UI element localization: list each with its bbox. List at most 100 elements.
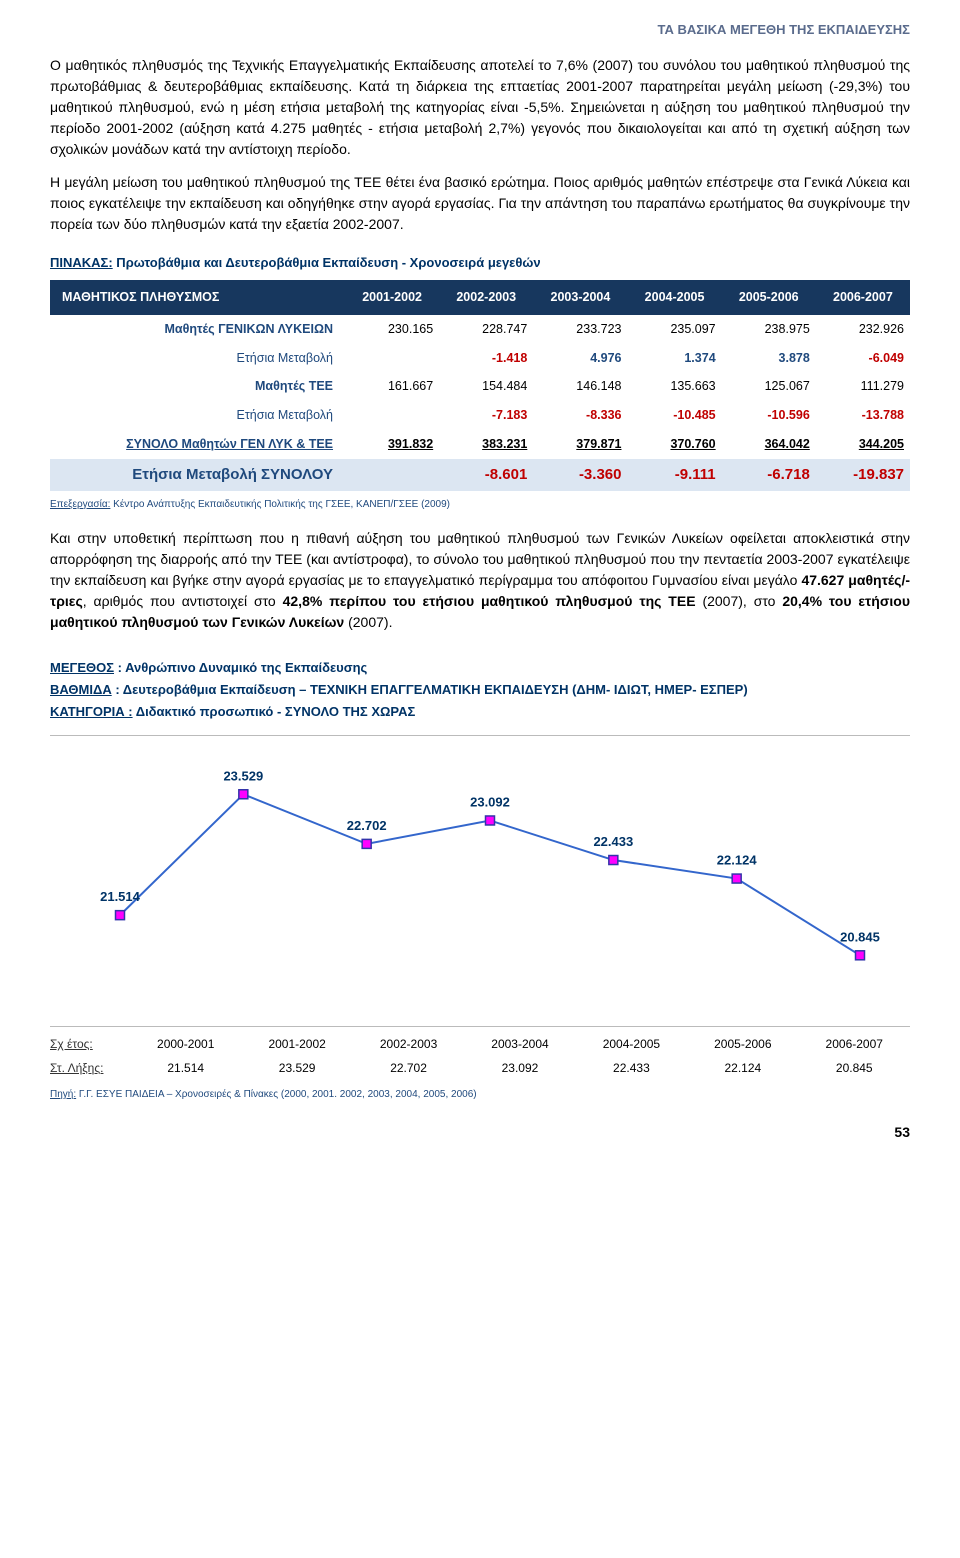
axis-cell: 2000-2001 — [130, 1035, 241, 1053]
value-cell: 21.514 — [130, 1059, 241, 1077]
cell: 3.878 — [722, 344, 816, 373]
p3-d: 42,8% περίπου του ετήσιου μαθητικού πληθ… — [283, 593, 696, 609]
p3-c: , αριθμός που αντιστοιχεί στο — [83, 593, 283, 609]
value-cell: 23.529 — [241, 1059, 352, 1077]
chart-data-label: 22.702 — [347, 818, 387, 833]
val-row-label: Στ. Λήξης: — [50, 1059, 130, 1077]
cell: 111.279 — [816, 372, 910, 401]
table-row: Μαθητές ΤΕΕ161.667154.484146.148135.6631… — [50, 372, 910, 401]
meta-val-2: Δευτεροβάθμια Εκπαίδευση – ΤΕΧΝΙΚΗ ΕΠΑΓΓ… — [123, 682, 748, 697]
table-caption: ΠΙΝΑΚΑΣ: Πρωτοβάθμια και Δευτεροβάθμια Ε… — [50, 253, 910, 273]
cell — [345, 459, 439, 492]
line-chart-svg: 21.51423.52922.70223.09222.43322.12420.8… — [70, 746, 890, 1016]
section-meta: ΜΕΓΕΘΟΣ : Ανθρώπινο Δυναμικό της Εκπαίδε… — [50, 657, 910, 723]
table-caption-label: ΠΙΝΑΚΑΣ: — [50, 255, 113, 270]
cell: 235.097 — [627, 315, 721, 344]
table-header-row: ΜΑΘΗΤΙΚΟΣ ΠΛΗΘΥΣΜΟΣ 2001-2002 2002-2003 … — [50, 280, 910, 315]
footnote2-label: Πηγή: — [50, 1089, 76, 1100]
table-row: Ετήσια Μεταβολή-1.4184.9761.3743.878-6.0… — [50, 344, 910, 373]
chart-data-label: 22.124 — [717, 853, 758, 868]
cell: -13.788 — [816, 401, 910, 430]
cell: -8.601 — [439, 459, 533, 492]
table-header-year: 2001-2002 — [345, 280, 439, 315]
meta-sep-2: : — [112, 682, 123, 697]
axis-cell: 2001-2002 — [241, 1035, 352, 1053]
paragraph-3: Και στην υποθετική περίπτωση που η πιθαν… — [50, 528, 910, 633]
table-row: Ετήσια Μεταβολή-7.183-8.336-10.485-10.59… — [50, 401, 910, 430]
cell: -9.111 — [627, 459, 721, 492]
cell: -3.360 — [533, 459, 627, 492]
table-sum-row: Ετήσια Μεταβολή ΣΥΝΟΛΟΥ -8.601-3.360-9.11… — [50, 459, 910, 492]
chart-marker — [732, 874, 741, 883]
page-header: ΤΑ ΒΑΣΙΚΑ ΜΕΓΕΘΗ ΤΗΣ ΕΚΠΑΙΔΕΥΣΗΣ — [50, 20, 910, 40]
chart-marker — [239, 790, 248, 799]
table-header-year: 2006-2007 — [816, 280, 910, 315]
cell: 230.165 — [345, 315, 439, 344]
cell: 125.067 — [722, 372, 816, 401]
row-label: ΣΥΝΟΛΟ Μαθητών ΓΕΝ ΛΥΚ & ΤΕΕ — [50, 430, 345, 459]
meta-val-3: Διδακτικό προσωπικό - ΣΥΝΟΛΟ ΤΗΣ ΧΩΡΑΣ — [136, 704, 416, 719]
p3-a: Και στην υποθετική περίπτωση που η πιθαν… — [50, 530, 910, 588]
chart-data-label: 20.845 — [840, 930, 880, 945]
cell: 135.663 — [627, 372, 721, 401]
table-footnote: Επεξεργασία: Κέντρο Ανάπτυξης Εκπαιδευτι… — [50, 497, 910, 512]
axis-cell: 2003-2004 — [464, 1035, 575, 1053]
cell: 146.148 — [533, 372, 627, 401]
chart-value-row: Στ. Λήξης: 21.51423.52922.70223.09222.43… — [50, 1059, 910, 1077]
meta-val-1: Ανθρώπινο Δυναμικό της Εκπαίδευσης — [125, 660, 367, 675]
table-row: ΣΥΝΟΛΟ Μαθητών ΓΕΝ ΛΥΚ & ΤΕΕ391.832383.2… — [50, 430, 910, 459]
footnote2-text: Γ.Γ. ΕΣΥΕ ΠΑΙΔΕΙΑ – Χρονοσειρές & Πίνακε… — [76, 1089, 476, 1100]
chart-data-label: 22.433 — [593, 834, 633, 849]
chart-marker — [362, 840, 371, 849]
chart-marker — [609, 856, 618, 865]
cell: -8.336 — [533, 401, 627, 430]
cell: 233.723 — [533, 315, 627, 344]
cell: 383.231 — [439, 430, 533, 459]
cell: -6.049 — [816, 344, 910, 373]
paragraph-1: Ο μαθητικός πληθυσμός της Τεχνικής Επαγγ… — [50, 55, 910, 160]
axis-row-label: Σχ έτος: — [50, 1035, 130, 1053]
cell: -19.837 — [816, 459, 910, 492]
row-label: Ετήσια Μεταβολή — [50, 401, 345, 430]
value-cell: 23.092 — [464, 1059, 575, 1077]
row-label: Ετήσια Μεταβολή ΣΥΝΟΛΟΥ — [50, 459, 345, 492]
chart-marker — [116, 911, 125, 920]
table-header-year: 2004-2005 — [627, 280, 721, 315]
table-header-year: 2003-2004 — [533, 280, 627, 315]
student-population-table: ΜΑΘΗΤΙΚΟΣ ΠΛΗΘΥΣΜΟΣ 2001-2002 2002-2003 … — [50, 280, 910, 491]
cell: -7.183 — [439, 401, 533, 430]
meta-sep-1: : — [114, 660, 125, 675]
page-number: 53 — [50, 1122, 910, 1143]
meta-label-2: ΒΑΘΜΙΔΑ — [50, 682, 112, 697]
cell: 379.871 — [533, 430, 627, 459]
p3-e: (2007), στο — [696, 593, 783, 609]
chart-data-label: 23.529 — [223, 769, 263, 784]
cell — [345, 401, 439, 430]
cell: 238.975 — [722, 315, 816, 344]
value-cell: 22.124 — [687, 1059, 798, 1077]
table-header-year: 2005-2006 — [722, 280, 816, 315]
cell: -1.418 — [439, 344, 533, 373]
row-label: Μαθητές ΓΕΝΙΚΩΝ ΛΥΚΕΙΩΝ — [50, 315, 345, 344]
meta-label-1: ΜΕΓΕΘΟΣ — [50, 660, 114, 675]
cell: 232.926 — [816, 315, 910, 344]
table-header-year: 2002-2003 — [439, 280, 533, 315]
chart-footnote: Πηγή: Γ.Γ. ΕΣΥΕ ΠΑΙΔΕΙΑ – Χρονοσειρές & … — [50, 1087, 910, 1102]
cell: 161.667 — [345, 372, 439, 401]
axis-cell: 2002-2003 — [353, 1035, 464, 1053]
chart-x-axis-row: Σχ έτος: 2000-20012001-20022002-20032003… — [50, 1035, 910, 1053]
value-cell: 20.845 — [799, 1059, 910, 1077]
chart-data-label: 21.514 — [100, 889, 141, 904]
cell: 364.042 — [722, 430, 816, 459]
table-caption-text: Πρωτοβάθμια και Δευτεροβάθμια Εκπαίδευση… — [113, 255, 541, 270]
cell: -10.596 — [722, 401, 816, 430]
cell — [345, 344, 439, 373]
cell: 4.976 — [533, 344, 627, 373]
value-cell: 22.702 — [353, 1059, 464, 1077]
cell: 228.747 — [439, 315, 533, 344]
axis-cell: 2006-2007 — [799, 1035, 910, 1053]
cell: 154.484 — [439, 372, 533, 401]
paragraph-2: Η μεγάλη μείωση του μαθητικού πληθυσμού … — [50, 172, 910, 235]
table-row: Μαθητές ΓΕΝΙΚΩΝ ΛΥΚΕΙΩΝ230.165228.747233… — [50, 315, 910, 344]
axis-cell: 2004-2005 — [576, 1035, 687, 1053]
